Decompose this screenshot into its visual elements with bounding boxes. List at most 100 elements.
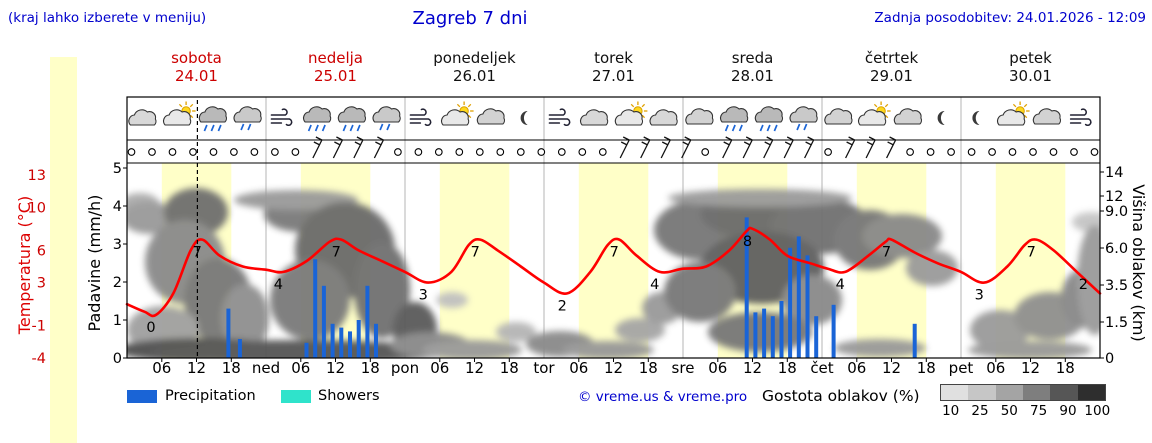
precip-bar xyxy=(339,327,344,358)
svg-text:6: 6 xyxy=(37,243,46,259)
temp-value: 2 xyxy=(1079,277,1088,293)
location-hint: (kraj lahko izberete v meniju) xyxy=(8,10,207,26)
wind-barb-icon xyxy=(660,136,671,159)
precip-bar xyxy=(365,285,370,358)
wind-barb-icon xyxy=(804,136,815,159)
calm-wind-icon xyxy=(271,148,279,156)
showers-swatch xyxy=(281,390,311,403)
moon-icon xyxy=(937,111,945,125)
calm-wind-icon xyxy=(230,148,238,156)
day-abbrev-label: tor xyxy=(533,359,555,377)
temp-value: 4 xyxy=(274,277,283,293)
hour-label: 06 xyxy=(847,359,866,377)
calm-wind-icon xyxy=(496,148,505,156)
cloud-icon xyxy=(476,108,505,125)
wind-barb-icon xyxy=(742,136,753,159)
weather-icons-row xyxy=(128,101,1092,132)
svg-text:4: 4 xyxy=(113,199,122,215)
cloud-density-gradient-step xyxy=(995,385,1023,400)
wind-barb-icon xyxy=(619,136,630,159)
precip-bar xyxy=(356,320,361,358)
calm-wind-icon xyxy=(824,148,832,156)
day-abbrev-label: pon xyxy=(391,359,419,377)
temp-value-labels: 0 7 4 7 3 7 2 7 4 8 4 7 3 7 2 xyxy=(146,234,1088,336)
moon-cloud-icon xyxy=(128,106,157,126)
chart-frame xyxy=(123,96,1104,362)
calm-wind-icon xyxy=(209,148,218,156)
svg-text:6.0: 6.0 xyxy=(1105,241,1128,257)
precip-bar xyxy=(770,316,775,358)
temp-value: 7 xyxy=(193,245,202,261)
left-yellow-band xyxy=(50,57,77,443)
hour-label: 12 xyxy=(326,359,345,377)
calm-wind-icon xyxy=(414,148,423,156)
cloud-density-gradient xyxy=(940,384,1106,401)
day-date: 25.01 xyxy=(314,67,357,85)
hour-label: 12 xyxy=(882,359,901,377)
hour-label: 06 xyxy=(708,359,727,377)
calm-wind-icon xyxy=(598,148,607,156)
hour-label: 12 xyxy=(743,359,762,377)
sun-cloud-icon xyxy=(614,101,648,126)
precip-bar xyxy=(831,304,836,358)
drizzle-icon xyxy=(233,106,262,131)
sun-cloud-icon xyxy=(997,101,1030,126)
hour-label: 18 xyxy=(778,359,797,377)
temp-value: 3 xyxy=(419,288,428,304)
calm-wind-icon xyxy=(291,148,300,156)
precip-bar xyxy=(744,217,749,358)
day-date: 27.01 xyxy=(592,67,635,85)
precip-bar xyxy=(753,312,758,358)
moon-cloud-icon xyxy=(649,106,678,126)
precip-bar xyxy=(226,308,231,358)
day-name: sobota xyxy=(171,49,222,67)
cloud-density-scale-value: 100 xyxy=(1084,403,1111,419)
hour-label: 12 xyxy=(465,359,484,377)
calm-wind-icon xyxy=(250,148,259,156)
sun-cloud-icon xyxy=(441,101,474,126)
daylight-band xyxy=(439,163,510,358)
moon-icon xyxy=(520,111,528,125)
wind-icon xyxy=(409,108,432,126)
cloud-density-gradient-step xyxy=(1022,385,1051,400)
precip-bar xyxy=(805,255,810,358)
precipitation-legend-label: Precipitation xyxy=(165,388,256,404)
sun-cloud-icon xyxy=(163,101,196,126)
temp-value: 8 xyxy=(743,234,752,250)
cloud-density-gradient-step xyxy=(968,385,996,400)
calm-wind-icon xyxy=(127,148,136,156)
hour-label: 06 xyxy=(986,359,1005,377)
svg-text:3.5: 3.5 xyxy=(1105,278,1128,294)
calm-wind-icon xyxy=(537,148,546,156)
wind-icon xyxy=(270,108,293,126)
svg-text:0: 0 xyxy=(1105,351,1114,367)
precip-bar xyxy=(788,247,793,358)
day-date: 26.01 xyxy=(453,67,496,85)
precip-bar xyxy=(330,323,335,358)
svg-text:14: 14 xyxy=(1105,165,1123,181)
svg-text:3: 3 xyxy=(113,237,122,253)
wind-barb-icon xyxy=(722,136,733,159)
day-date: 30.01 xyxy=(1009,67,1052,85)
copyright-link[interactable]: © vreme.us & vreme.pro xyxy=(578,389,748,405)
hour-label: 18 xyxy=(917,359,936,377)
calm-wind-icon xyxy=(578,148,587,156)
showers-legend-label: Showers xyxy=(318,388,380,404)
day-date: 28.01 xyxy=(731,67,774,85)
calm-wind-icon xyxy=(455,148,464,156)
cloud-density-scale-labels: 10 25 50 75 90 100 xyxy=(936,403,1112,419)
temp-value: 4 xyxy=(650,277,659,293)
svg-text:1: 1 xyxy=(113,313,122,329)
hour-label: 18 xyxy=(1056,359,1075,377)
calm-wind-icon xyxy=(1008,148,1017,156)
hour-label: 06 xyxy=(291,359,310,377)
temp-value: 3 xyxy=(975,288,984,304)
precip-bar xyxy=(313,259,318,358)
day-name: nedelja xyxy=(308,49,363,67)
calm-wind-icon xyxy=(168,148,177,156)
svg-text:0: 0 xyxy=(113,351,122,367)
wind-barb-icon xyxy=(865,136,876,159)
hour-label: 18 xyxy=(222,359,241,377)
calm-wind-icon xyxy=(434,148,443,156)
precip-bar xyxy=(912,323,917,358)
